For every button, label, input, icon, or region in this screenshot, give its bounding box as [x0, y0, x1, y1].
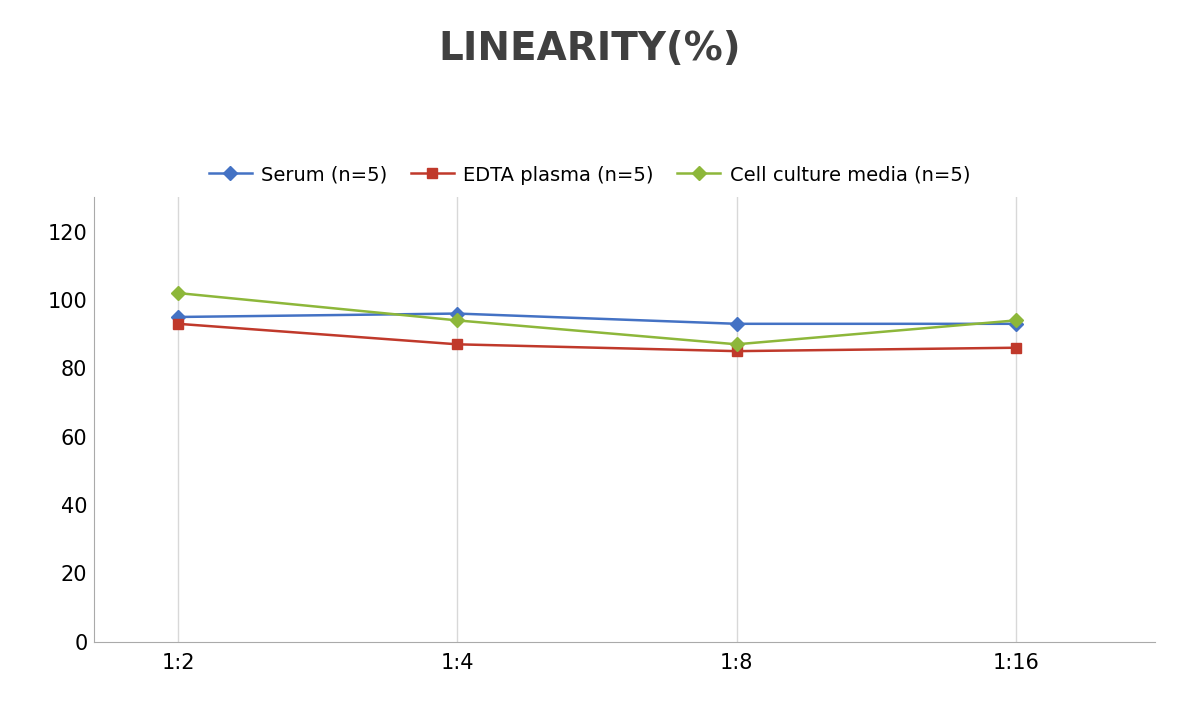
Line: Cell culture media (n=5): Cell culture media (n=5)	[173, 288, 1021, 349]
Serum (n=5)	[730, 319, 744, 328]
EDTA plasma (n=5)	[450, 340, 465, 348]
Serum (n=5)	[1009, 319, 1023, 328]
Line: Serum (n=5): Serum (n=5)	[173, 309, 1021, 329]
Serum (n=5)	[450, 309, 465, 318]
Cell culture media (n=5)	[450, 316, 465, 324]
Text: LINEARITY(%): LINEARITY(%)	[439, 30, 740, 68]
Cell culture media (n=5)	[171, 289, 185, 298]
EDTA plasma (n=5)	[730, 347, 744, 355]
Serum (n=5)	[171, 313, 185, 321]
Legend: Serum (n=5), EDTA plasma (n=5), Cell culture media (n=5): Serum (n=5), EDTA plasma (n=5), Cell cul…	[200, 158, 979, 192]
EDTA plasma (n=5)	[171, 319, 185, 328]
Line: EDTA plasma (n=5): EDTA plasma (n=5)	[173, 319, 1021, 356]
Cell culture media (n=5)	[1009, 316, 1023, 324]
EDTA plasma (n=5)	[1009, 343, 1023, 352]
Cell culture media (n=5)	[730, 340, 744, 348]
